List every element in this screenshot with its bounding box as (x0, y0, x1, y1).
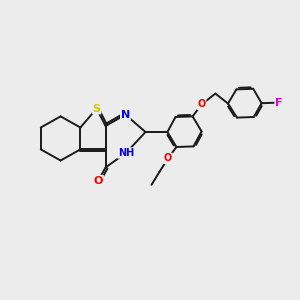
Text: S: S (93, 103, 101, 114)
Text: NH: NH (118, 148, 134, 158)
Text: O: O (164, 153, 172, 164)
Text: N: N (121, 110, 130, 120)
Text: F: F (275, 98, 283, 108)
Text: O: O (197, 99, 206, 110)
Text: O: O (94, 176, 103, 186)
